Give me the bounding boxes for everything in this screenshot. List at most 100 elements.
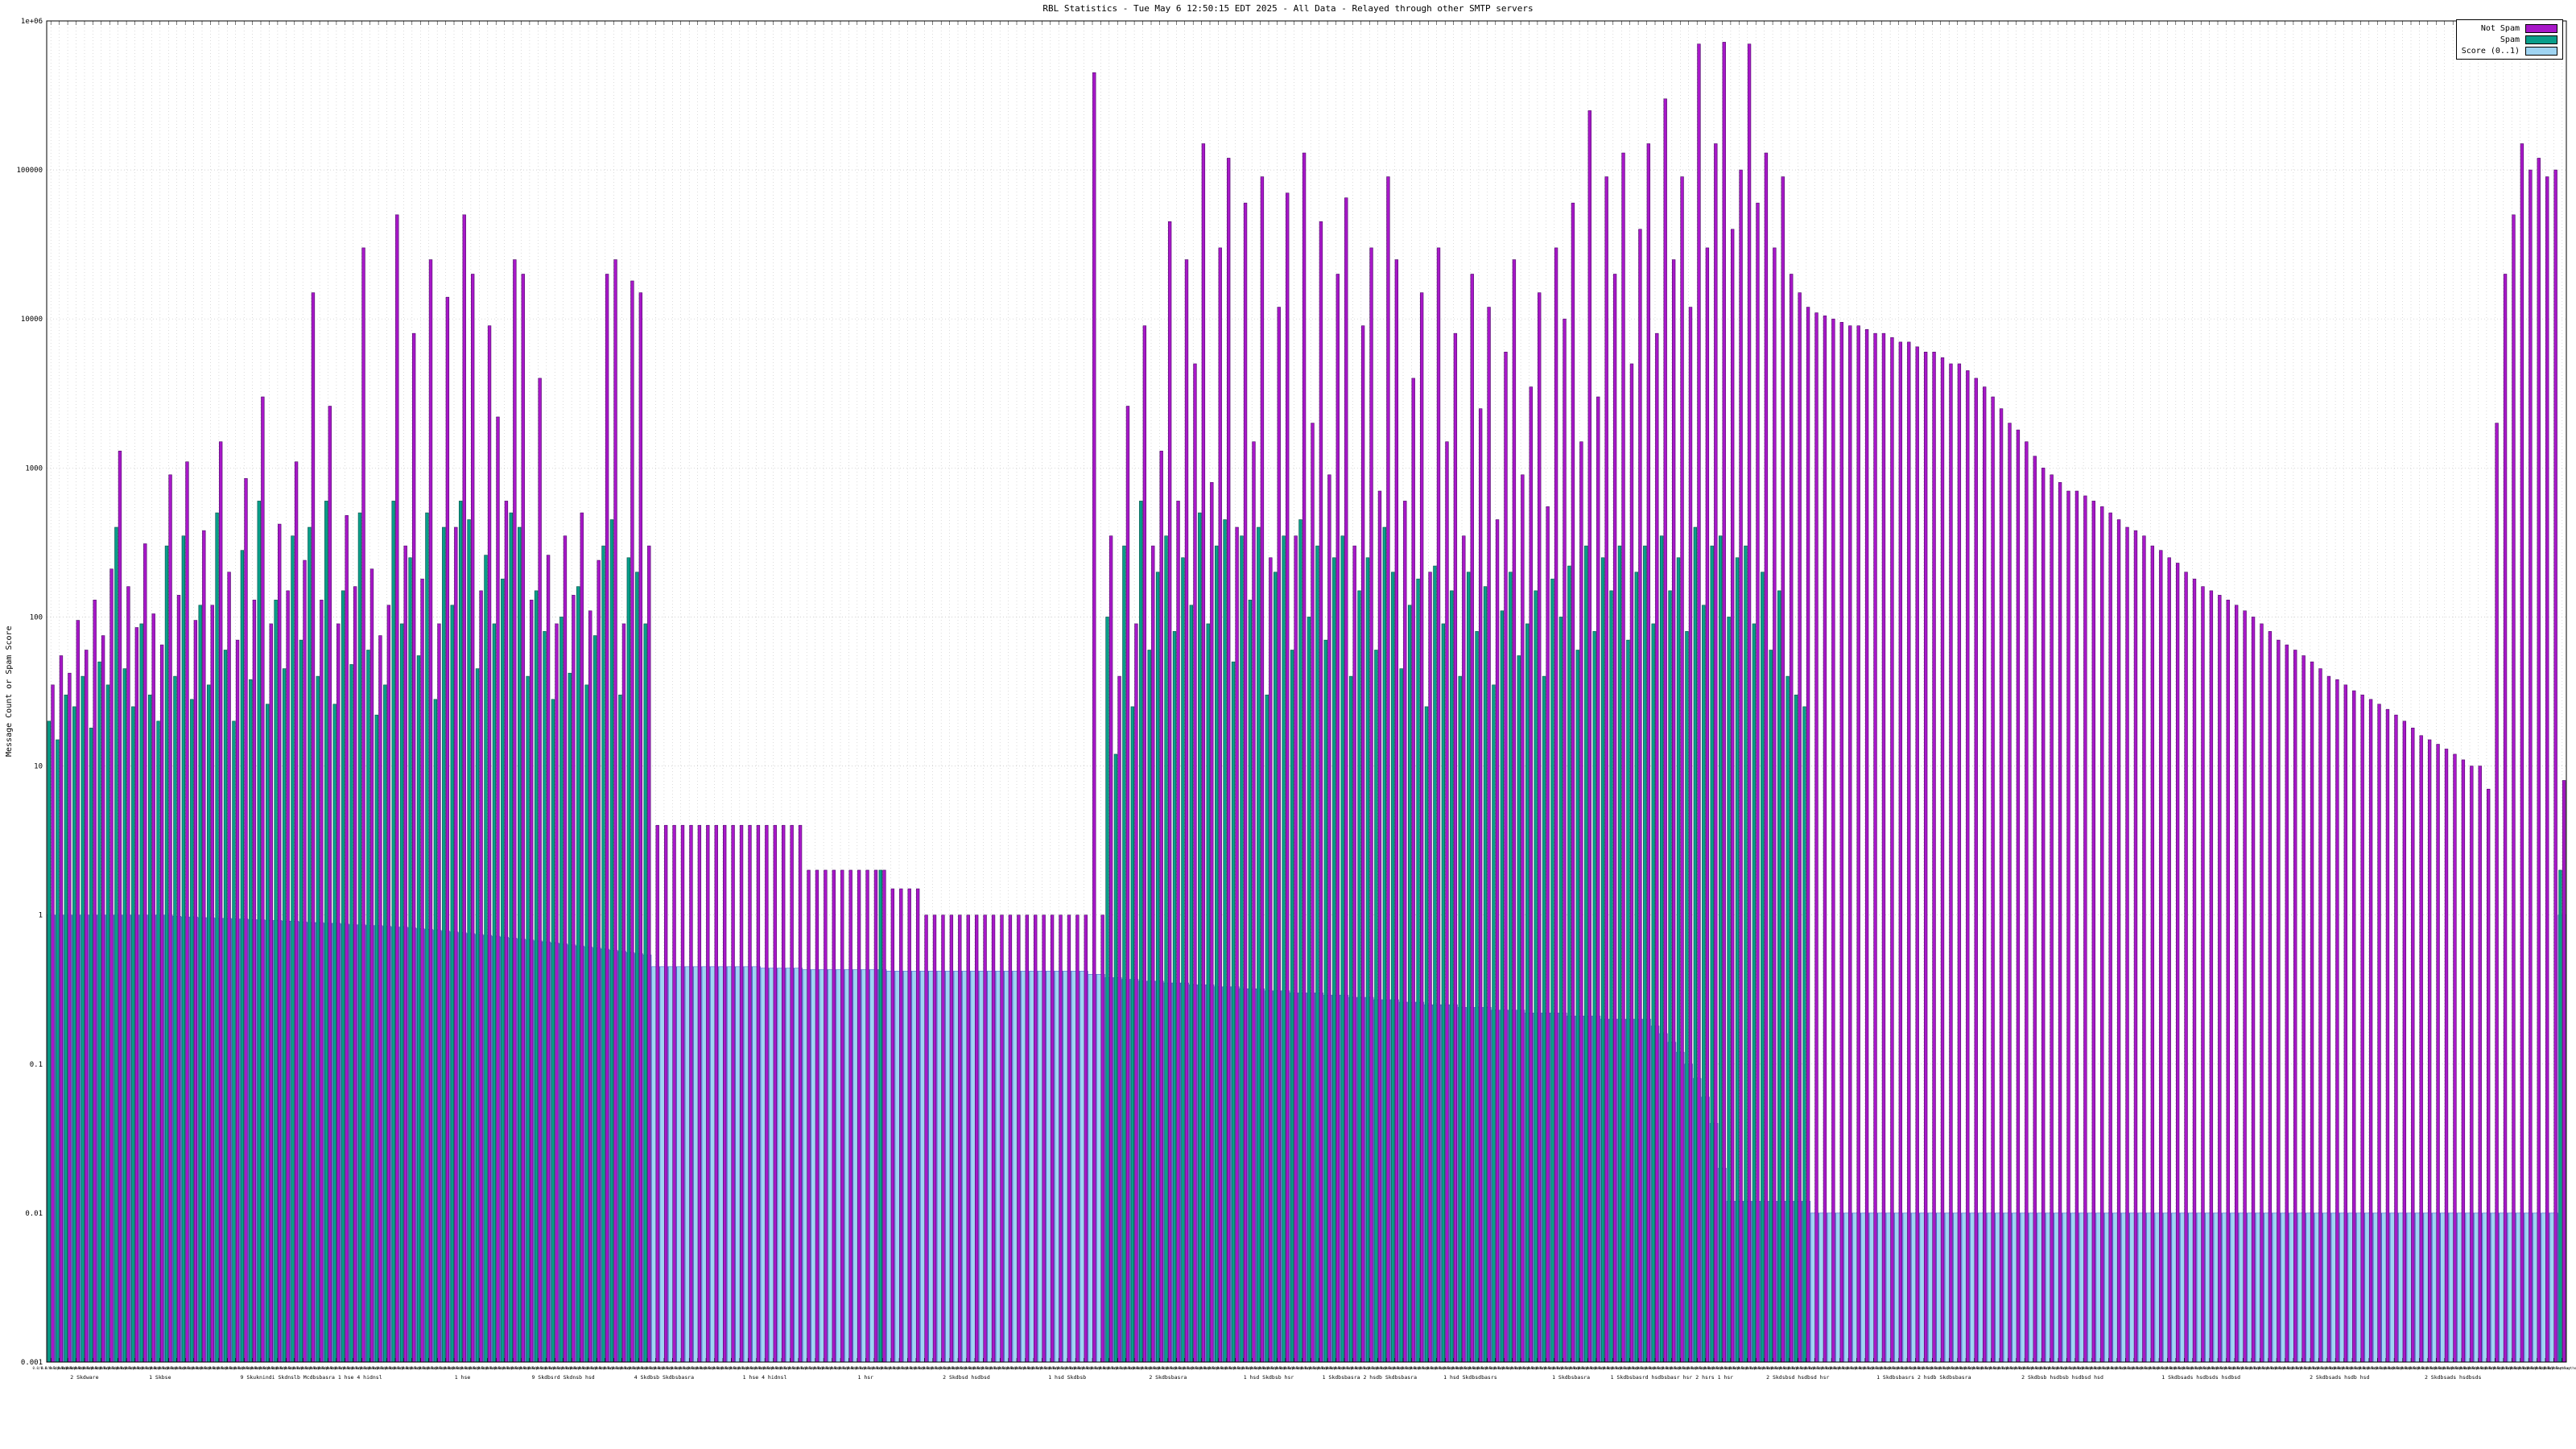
svg-text:0.0/0.0 relay.host: 0.0/0.0 relay.host — [1704, 1366, 1741, 1370]
svg-text:0.0/0.0 relay.host: 0.0/0.0 relay.host — [1553, 1366, 1590, 1370]
y-tick-label: 100000 — [16, 167, 43, 175]
svg-text:0.0/0.0 relay.host: 0.0/0.0 relay.host — [2485, 1366, 2522, 1370]
svg-text:0.0/0.0 relay.host: 0.0/0.0 relay.host — [890, 1366, 927, 1370]
svg-text:0.0/0.0 relay.host: 0.0/0.0 relay.host — [1259, 1366, 1296, 1370]
svg-text:0.0/0.0 relay.host: 0.0/0.0 relay.host — [75, 1366, 112, 1370]
svg-text:0.0/0.0 relay.host: 0.0/0.0 relay.host — [117, 1366, 154, 1370]
svg-text:0.0/0.0 relay.host: 0.0/0.0 relay.host — [746, 1366, 783, 1370]
svg-text:0.0/0.0 relay.host: 0.0/0.0 relay.host — [1284, 1366, 1321, 1370]
svg-text:0.0/0.0 relay.host: 0.0/0.0 relay.host — [1990, 1366, 2027, 1370]
bars-not-spam — [51, 42, 2566, 1363]
svg-text:0.0/0.0 relay.host: 0.0/0.0 relay.host — [763, 1366, 800, 1370]
svg-text:0.0/0.0 relay.host: 0.0/0.0 relay.host — [864, 1366, 901, 1370]
svg-text:0.0/0.0 relay.host: 0.0/0.0 relay.host — [1754, 1366, 1791, 1370]
svg-text:0.0/0.0 relay.host: 0.0/0.0 relay.host — [1502, 1366, 1539, 1370]
svg-text:0.0/0.0 relay.host: 0.0/0.0 relay.host — [713, 1366, 750, 1370]
svg-text:0.0/0.0 relay.host: 0.0/0.0 relay.host — [427, 1366, 464, 1370]
svg-text:0.0/0.0 relay.host: 0.0/0.0 relay.host — [1788, 1366, 1825, 1370]
svg-text:0.0/0.0 relay.host: 0.0/0.0 relay.host — [1889, 1366, 1926, 1370]
svg-text:0.0/0.0 relay.host: 0.0/0.0 relay.host — [612, 1366, 649, 1370]
svg-text:0.0/0.0 relay.host: 0.0/0.0 relay.host — [881, 1366, 918, 1370]
bars-score — [46, 914, 2567, 1363]
svg-text:0.0/0.0 relay.host: 0.0/0.0 relay.host — [2384, 1366, 2421, 1370]
svg-text:0.0/0.0 relay.host: 0.0/0.0 relay.host — [629, 1366, 666, 1370]
svg-text:0.0/0.0 relay.host: 0.0/0.0 relay.host — [998, 1366, 1035, 1370]
bars-spam — [47, 501, 2562, 1363]
svg-text:0.0/0.0 relay.host: 0.0/0.0 relay.host — [1007, 1366, 1044, 1370]
svg-text:0.0/0.0 relay.host: 0.0/0.0 relay.host — [1746, 1366, 1783, 1370]
svg-text:0.0/0.0 relay.host: 0.0/0.0 relay.host — [797, 1366, 834, 1370]
svg-text:0.0/0.0 relay.host: 0.0/0.0 relay.host — [33, 1366, 70, 1370]
legend-swatch-spam — [2525, 35, 2557, 44]
svg-text:0.0/0.0 relay.host: 0.0/0.0 relay.host — [1964, 1366, 2001, 1370]
svg-text:0.0/0.0 relay.host: 0.0/0.0 relay.host — [1158, 1366, 1195, 1370]
svg-text:0.0/0.0 relay.host: 0.0/0.0 relay.host — [511, 1366, 548, 1370]
y-axis: 1e+06 100000 10000 1000 100 10 1 0.1 0.01 0.001 — [16, 18, 43, 1367]
svg-text:0.0/0.0 relay.host: 0.0/0.0 relay.host — [419, 1366, 456, 1370]
svg-text:0.0/0.0 relay.host: 0.0/0.0 relay.host — [1318, 1366, 1355, 1370]
svg-text:0.0/0.0 relay.host: 0.0/0.0 relay.host — [2284, 1366, 2321, 1370]
svg-text:0.0/0.0 relay.host: 0.0/0.0 relay.host — [1486, 1366, 1523, 1370]
svg-text:0.0/0.0 relay.host: 0.0/0.0 relay.host — [2199, 1366, 2236, 1370]
svg-text:0.0/0.0 relay.host: 0.0/0.0 relay.host — [1914, 1366, 1951, 1370]
svg-text:0.0/0.0 relay.host: 0.0/0.0 relay.host — [100, 1366, 137, 1370]
svg-text:1 Skdbsbasrs 2 hsdb Skdbsbasra: 1 Skdbsbasrs 2 hsdb Skdbsbasra — [1876, 1374, 1971, 1381]
svg-text:0.0/0.0 relay.host: 0.0/0.0 relay.host — [1208, 1366, 1245, 1370]
y-tick-label: 10 — [34, 763, 43, 771]
svg-text:0.0/0.0 relay.host: 0.0/0.0 relay.host — [58, 1366, 95, 1370]
svg-text:0.0/0.0 relay.host: 0.0/0.0 relay.host — [2443, 1366, 2480, 1370]
svg-text:4 Skdbsb Skdbsbasra: 4 Skdbsb Skdbsbasra — [634, 1374, 694, 1381]
svg-text:0.0/0.0 relay.host: 0.0/0.0 relay.host — [1897, 1366, 1934, 1370]
svg-text:0.0/0.0 relay.host: 0.0/0.0 relay.host — [444, 1366, 481, 1370]
svg-text:0.0/0.0 relay.host: 0.0/0.0 relay.host — [2510, 1366, 2547, 1370]
svg-text:0.0/0.0 relay.host: 0.0/0.0 relay.host — [1015, 1366, 1052, 1370]
svg-text:0.0/0.0 relay.host: 0.0/0.0 relay.host — [1797, 1366, 1834, 1370]
svg-text:0.0/0.0 relay.host: 0.0/0.0 relay.host — [377, 1366, 414, 1370]
svg-text:0.0/0.0 relay.host: 0.0/0.0 relay.host — [234, 1366, 271, 1370]
svg-text:0.0/0.0 relay.host: 0.0/0.0 relay.host — [503, 1366, 540, 1370]
svg-text:0.0/0.0 relay.host: 0.0/0.0 relay.host — [209, 1366, 246, 1370]
svg-text:0.0/0.0 relay.host: 0.0/0.0 relay.host — [2418, 1366, 2455, 1370]
svg-text:0.0/0.0 relay.host: 0.0/0.0 relay.host — [1191, 1366, 1228, 1370]
svg-text:0.0/0.0 relay.host: 0.0/0.0 relay.host — [1653, 1366, 1690, 1370]
svg-text:2 Skdsbsd hsdbsd hsr: 2 Skdsbsd hsdbsd hsr — [1766, 1374, 1829, 1381]
svg-text:0.0/0.0 relay.host: 0.0/0.0 relay.host — [2519, 1366, 2556, 1370]
svg-text:0.0/0.0 relay.host: 0.0/0.0 relay.host — [2157, 1366, 2194, 1370]
svg-text:0.0/0.0 relay.host: 0.0/0.0 relay.host — [2460, 1366, 2497, 1370]
svg-text:0.0/0.0 relay.host: 0.0/0.0 relay.host — [1998, 1366, 2035, 1370]
svg-text:0.0/0.0 relay.host: 0.0/0.0 relay.host — [679, 1366, 716, 1370]
svg-text:0.0/0.0 relay.host: 0.0/0.0 relay.host — [1217, 1366, 1254, 1370]
svg-text:0.0/0.0 relay.host: 0.0/0.0 relay.host — [1637, 1366, 1674, 1370]
svg-text:0.0/0.0 relay.host: 0.0/0.0 relay.host — [142, 1366, 179, 1370]
y-tick-label: 1e+06 — [21, 18, 43, 26]
svg-text:0.0/0.0 relay.host: 0.0/0.0 relay.host — [1561, 1366, 1598, 1370]
svg-text:0.0/0.0 relay.host: 0.0/0.0 relay.host — [134, 1366, 171, 1370]
svg-text:0.0/0.0 relay.host: 0.0/0.0 relay.host — [1091, 1366, 1128, 1370]
svg-text:1 Skdbsbasra 2 hsdb Skdbsbasra: 1 Skdbsbasra 2 hsdb Skdbsbasra — [1323, 1374, 1417, 1381]
svg-text:0.0/0.0 relay.host: 0.0/0.0 relay.host — [1805, 1366, 1842, 1370]
svg-text:0.0/0.0 relay.host: 0.0/0.0 relay.host — [1519, 1366, 1556, 1370]
svg-text:0.0/0.0 relay.host: 0.0/0.0 relay.host — [108, 1366, 145, 1370]
svg-text:0.0/0.0 relay.host: 0.0/0.0 relay.host — [1024, 1366, 1061, 1370]
svg-text:0.0/0.0 relay.host: 0.0/0.0 relay.host — [948, 1366, 985, 1370]
legend-item-spam: Spam — [2462, 34, 2557, 45]
svg-text:0.0/0.0 relay.host: 0.0/0.0 relay.host — [2191, 1366, 2228, 1370]
svg-text:0.0/0.0 relay.host: 0.0/0.0 relay.host — [1939, 1366, 1976, 1370]
svg-text:0.0/0.0 relay.host: 0.0/0.0 relay.host — [1872, 1366, 1909, 1370]
svg-text:0.0/0.0 relay.host: 0.0/0.0 relay.host — [310, 1366, 347, 1370]
svg-text:0.0/0.0 relay.host: 0.0/0.0 relay.host — [848, 1366, 885, 1370]
svg-text:0.0/0.0 relay.host: 0.0/0.0 relay.host — [704, 1366, 741, 1370]
svg-text:1 Skdbsbasrd hsdbsbasr hsr 2 h: 1 Skdbsbasrd hsdbsbasr hsr 2 hsrs 1 hsr — [1611, 1374, 1734, 1381]
svg-text:0.0/0.0 relay.host: 0.0/0.0 relay.host — [226, 1366, 263, 1370]
svg-text:0.0/0.0 relay.host: 0.0/0.0 relay.host — [2351, 1366, 2388, 1370]
svg-text:0.0/0.0 relay.host: 0.0/0.0 relay.host — [2317, 1366, 2354, 1370]
vertical-gridlines — [50, 21, 2563, 1362]
svg-text:0.0/0.0 relay.host: 0.0/0.0 relay.host — [49, 1366, 86, 1370]
legend-label-not-spam: Not Spam — [2480, 23, 2520, 33]
svg-text:0.0/0.0 relay.host: 0.0/0.0 relay.host — [394, 1366, 431, 1370]
svg-text:0.0/0.0 relay.host: 0.0/0.0 relay.host — [1410, 1366, 1447, 1370]
svg-text:0.0/0.0 relay.host: 0.0/0.0 relay.host — [596, 1366, 633, 1370]
svg-text:0.0/0.0 relay.host: 0.0/0.0 relay.host — [402, 1366, 440, 1370]
svg-text:0.0/0.0 relay.host: 0.0/0.0 relay.host — [167, 1366, 204, 1370]
